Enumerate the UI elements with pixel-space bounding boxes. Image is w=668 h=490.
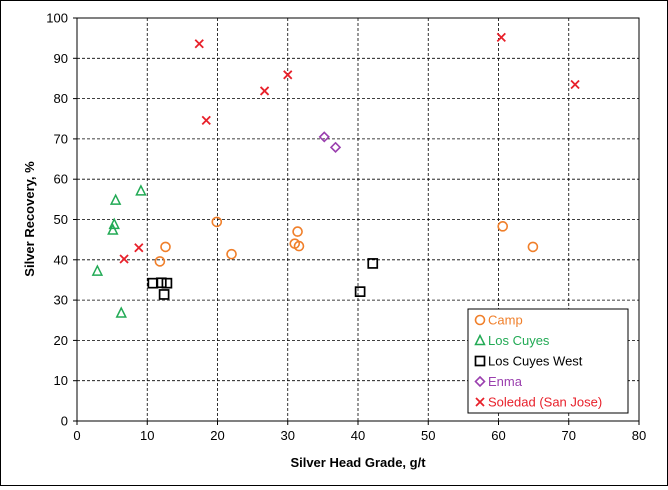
y-tick-label-70: 70 (54, 131, 68, 146)
x-tick-label-30: 30 (281, 428, 295, 443)
x-tick-label-0: 0 (73, 428, 80, 443)
x-tick-label-20: 20 (210, 428, 224, 443)
y-tick-label-60: 60 (54, 172, 68, 187)
axis-ticks: 0 10 20 30 40 50 60 70 80 0 10 20 30 40 50 60 70 80 90 100 (46, 11, 646, 444)
y-tick-label-40: 40 (54, 252, 68, 267)
legend-marker-los-cuyes-west (474, 355, 486, 367)
point-los-cuyes-3 (108, 217, 120, 230)
point-los-cuyes-1 (91, 264, 104, 276)
point-soledad-san-jose-2 (134, 243, 144, 253)
point-los-cuyes-west-2 (155, 277, 167, 289)
x-tick-label-70: 70 (562, 428, 576, 443)
point-camp-3 (211, 216, 223, 228)
legend-label-los-cuyes: Los Cuyes (488, 333, 550, 348)
x-tick-label-80: 80 (632, 428, 646, 443)
point-camp-4 (226, 248, 237, 260)
point-soledad-san-jose-3-stroke-b (194, 39, 204, 49)
point-camp-9 (527, 241, 539, 253)
point-soledad-san-jose-8 (570, 79, 580, 90)
point-los-cuyes-west-5 (354, 286, 366, 297)
legend-label-los-cuyes-west: Los Cuyes West (488, 354, 583, 369)
point-camp-1 (154, 256, 166, 267)
y-tick-label-30: 30 (54, 293, 68, 308)
data-markers (91, 32, 580, 318)
x-tick-label-10: 10 (140, 428, 154, 443)
point-camp-6 (292, 226, 303, 237)
legend-marker-camp (474, 314, 486, 326)
point-soledad-san-jose-7-stroke-b (496, 32, 506, 42)
point-los-cuyes-2 (107, 223, 119, 235)
y-tick-label-0: 0 (61, 414, 68, 429)
y-tick-label-50: 50 (54, 212, 68, 227)
legend-box (467, 308, 629, 414)
y-tick-label-90: 90 (54, 51, 68, 66)
x-tick-label-50: 50 (421, 428, 435, 443)
point-soledad-san-jose-6-stroke-b (283, 70, 293, 80)
legend-marker-soledad-san-jose-stroke-b (475, 397, 485, 407)
point-soledad-san-jose-5 (259, 86, 270, 96)
x-tick-label-60: 60 (491, 428, 505, 443)
point-camp-7 (293, 240, 305, 252)
point-soledad-san-jose-7 (496, 32, 506, 42)
point-enma-1 (318, 131, 330, 143)
point-enma-2 (329, 141, 342, 153)
legend-marker-enma (474, 375, 486, 388)
y-tick-label-20: 20 (54, 333, 68, 348)
point-los-cuyes-5 (115, 306, 127, 318)
legend: Camp Los Cuyes Los Cuyes West Enma Soledad (… (467, 308, 629, 414)
point-soledad-san-jose-4 (201, 115, 211, 125)
point-los-cuyes-west-4 (161, 277, 173, 289)
y-tick-label-80: 80 (54, 91, 68, 106)
x-axis-title: Silver Head Grade, g/t (290, 455, 426, 470)
legend-marker-soledad-san-jose (475, 397, 485, 407)
point-los-cuyes-6 (135, 184, 147, 196)
point-camp-8 (497, 221, 509, 232)
point-soledad-san-jose-5-stroke-b (259, 86, 270, 96)
point-soledad-san-jose-6 (283, 70, 293, 80)
point-los-cuyes-4 (109, 193, 122, 205)
y-axis-title: Silver Recovery, % (22, 161, 37, 277)
point-soledad-san-jose-4-stroke-b (201, 115, 211, 125)
y-tick-label-100: 100 (46, 11, 68, 26)
point-soledad-san-jose-1-stroke-b (119, 254, 129, 264)
grid (77, 18, 639, 421)
point-los-cuyes-west-6 (367, 258, 379, 269)
point-soledad-san-jose-1 (119, 254, 129, 264)
y-tick-label-10: 10 (54, 373, 68, 388)
legend-label-camp: Camp (488, 313, 523, 328)
point-soledad-san-jose-8-stroke-b (570, 79, 580, 90)
point-camp-2 (160, 241, 171, 253)
legend-label-enma: Enma (488, 374, 523, 389)
legend-label-soledad-san-jose: Soledad (San Jose) (488, 395, 602, 410)
point-soledad-san-jose-3 (194, 39, 204, 49)
legend-marker-los-cuyes (474, 333, 486, 346)
point-los-cuyes-west-3 (158, 289, 170, 300)
x-tick-label-40: 40 (351, 428, 365, 443)
point-soledad-san-jose-2-stroke-b (134, 243, 144, 253)
